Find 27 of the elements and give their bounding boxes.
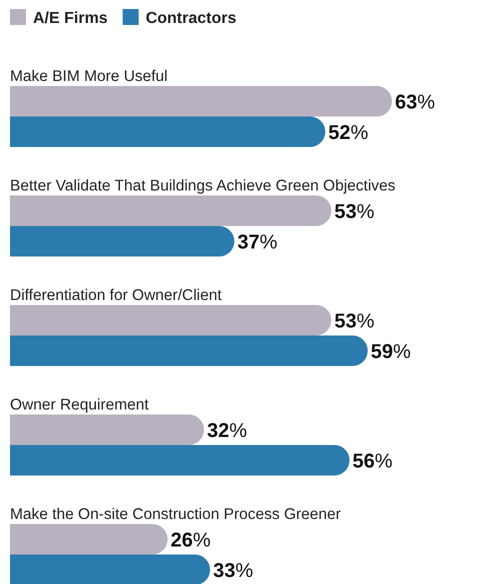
data-label: 53% <box>334 310 375 332</box>
bar <box>10 226 234 256</box>
data-label: 32% <box>207 420 248 442</box>
bar <box>10 196 332 226</box>
y-tick-label: Better Validate That Buildings Achieve Green Objectives <box>10 178 396 194</box>
bar <box>10 554 210 584</box>
y-tick-label: Differentiation for Owner/Client <box>10 287 222 304</box>
data-label: 59% <box>370 340 411 363</box>
data-label: 56% <box>352 450 393 472</box>
data-label: 33% <box>213 560 254 582</box>
y-tick-label: Make BIM More Useful <box>10 68 168 85</box>
y-tick-label: Owner Requirement <box>10 396 150 414</box>
bar <box>10 445 350 476</box>
bar <box>10 86 392 116</box>
legend-label: Contractors <box>146 10 236 27</box>
bar <box>10 305 332 336</box>
bar <box>10 524 168 554</box>
data-label: 53% <box>334 200 375 223</box>
data-label: 26% <box>170 529 211 552</box>
legend-label: A/E Firms <box>33 10 108 27</box>
data-label: 37% <box>237 231 278 254</box>
data-label: 63% <box>395 91 436 114</box>
y-tick-label: Make the On-site Construction Process Greener <box>10 506 341 523</box>
bar <box>10 336 368 366</box>
data-label: 52% <box>328 122 369 144</box>
bar <box>10 414 204 445</box>
bar <box>10 116 326 147</box>
